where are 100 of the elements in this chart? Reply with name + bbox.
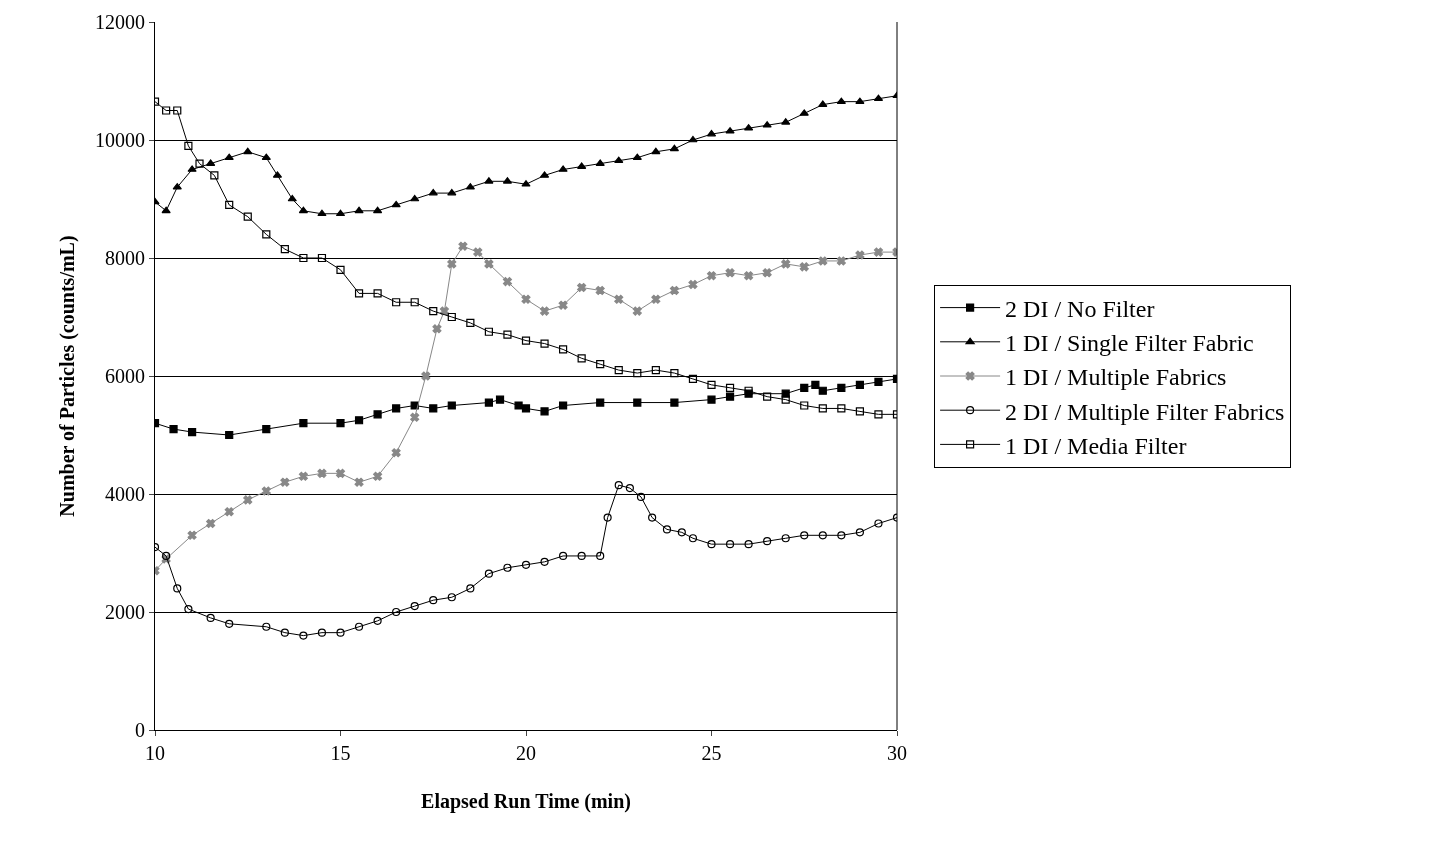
- legend-label: 2 DI / No Filter: [1005, 295, 1155, 322]
- point: [473, 247, 483, 257]
- point: [447, 312, 456, 322]
- point: [187, 530, 197, 540]
- point: [173, 106, 182, 115]
- point: [818, 256, 828, 266]
- point: [800, 401, 809, 410]
- point: [280, 245, 289, 254]
- point: [540, 557, 549, 566]
- point: [818, 531, 827, 540]
- point: [688, 135, 698, 143]
- point: [206, 518, 216, 529]
- x-tick-label: 15: [330, 742, 351, 764]
- point: [439, 306, 449, 316]
- point: [336, 419, 345, 428]
- y-axis-title: Number of Particles (counts/mL): [55, 235, 79, 517]
- point: [539, 306, 550, 316]
- point: [261, 486, 271, 496]
- point: [662, 525, 672, 534]
- point: [262, 425, 271, 434]
- point: [596, 360, 605, 369]
- point: [317, 468, 327, 478]
- point: [298, 206, 309, 214]
- point: [184, 604, 193, 614]
- point: [429, 404, 438, 413]
- point: [836, 256, 846, 266]
- x-tick-label: 25: [701, 742, 722, 764]
- point: [603, 513, 612, 522]
- point: [725, 540, 735, 549]
- point: [262, 230, 271, 239]
- point: [670, 368, 679, 378]
- point: [669, 285, 679, 296]
- point: [799, 262, 809, 272]
- point: [162, 106, 171, 115]
- point: [540, 339, 549, 348]
- point: [781, 395, 790, 404]
- point: [633, 398, 642, 407]
- point: [224, 507, 234, 517]
- point: [392, 607, 401, 617]
- point: [161, 206, 171, 214]
- point: [669, 144, 680, 152]
- point: [725, 268, 735, 278]
- x-tick-label: 30: [887, 742, 907, 764]
- point: [317, 209, 327, 217]
- point: [855, 528, 864, 537]
- point: [298, 471, 308, 481]
- point: [225, 200, 234, 209]
- point: [818, 100, 828, 107]
- point: [521, 294, 531, 304]
- point: [484, 259, 494, 269]
- point: [762, 268, 772, 278]
- point: [632, 153, 642, 161]
- point: [595, 285, 605, 296]
- point: [837, 531, 846, 540]
- point: [577, 354, 586, 363]
- point: [725, 392, 735, 401]
- point: [410, 194, 420, 202]
- y-tick-label: 4000: [105, 483, 145, 505]
- point: [243, 495, 253, 505]
- point: [373, 289, 382, 298]
- point: [781, 534, 790, 543]
- point: [744, 271, 754, 281]
- point: [558, 300, 568, 310]
- point: [372, 206, 383, 214]
- point: [447, 593, 456, 602]
- point: [559, 345, 568, 354]
- point: [595, 159, 605, 166]
- point: [421, 371, 431, 381]
- point: [354, 416, 364, 425]
- point: [725, 383, 735, 392]
- point: [800, 383, 809, 392]
- point: [855, 250, 865, 260]
- point: [224, 153, 234, 161]
- point: [373, 471, 383, 481]
- point: [763, 392, 772, 401]
- point: [429, 307, 438, 316]
- point: [225, 430, 234, 440]
- point: [299, 631, 308, 640]
- point: [855, 97, 865, 104]
- point: [818, 404, 827, 413]
- point: [410, 298, 419, 307]
- point: [392, 404, 401, 413]
- point: [577, 551, 586, 561]
- point: [317, 628, 327, 637]
- point: [651, 147, 661, 155]
- point: [837, 383, 846, 392]
- point: [169, 425, 178, 434]
- point: [707, 380, 716, 389]
- point: [521, 404, 531, 413]
- point: [633, 368, 642, 378]
- point: [410, 412, 420, 422]
- point: [243, 147, 253, 155]
- point: [811, 380, 820, 389]
- point: [447, 401, 456, 410]
- point: [818, 386, 827, 395]
- x-axis-title: Elapsed Run Time (min): [421, 789, 631, 813]
- point: [243, 212, 252, 221]
- point: [855, 380, 864, 389]
- point: [354, 206, 364, 214]
- y-tick-label: 2000: [105, 601, 145, 623]
